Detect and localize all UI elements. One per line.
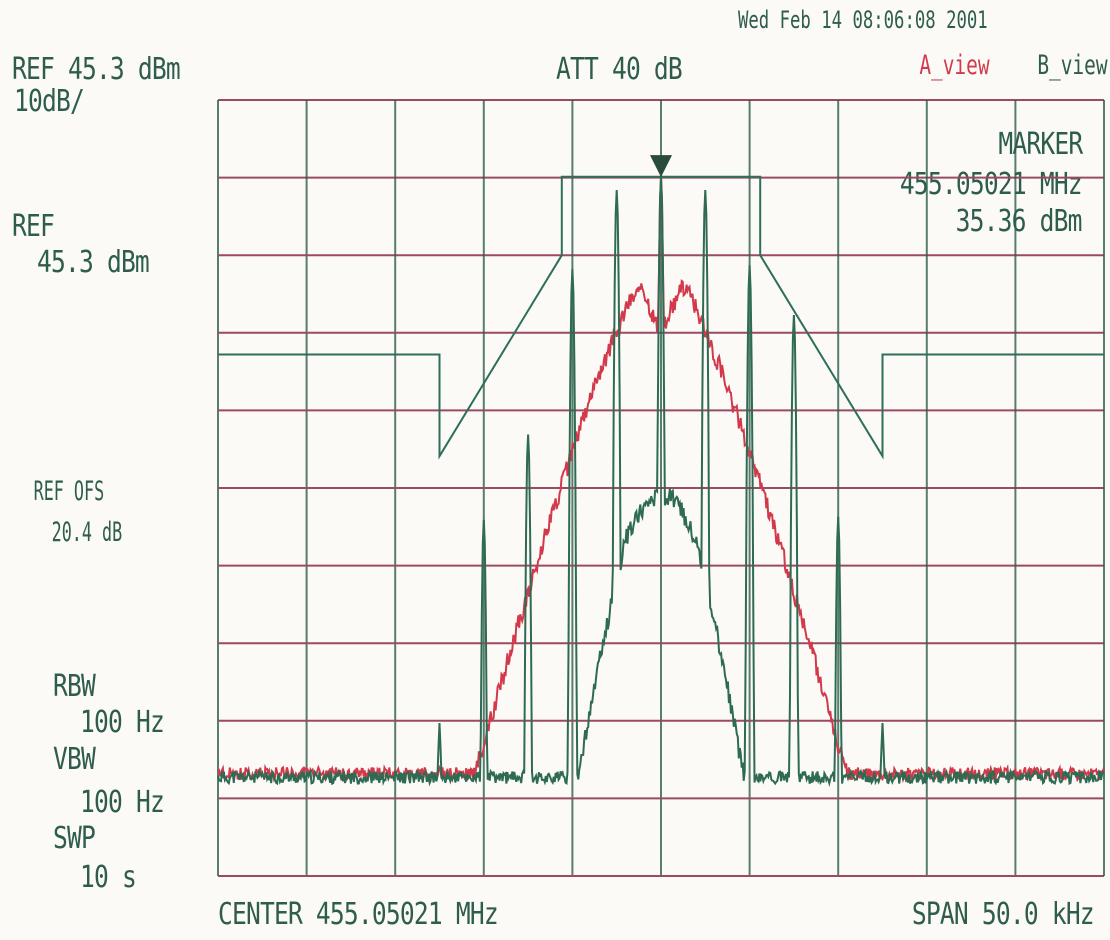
ref-value: 45.3 dBm <box>37 245 150 280</box>
frequency-span: SPAN 50.0 kHz <box>912 897 1095 932</box>
ref-offset-label: REF OFS <box>33 476 105 507</box>
timestamp: Wed Feb 14 08:06:08 2001 <box>738 6 988 34</box>
graticule <box>217 99 1105 877</box>
vbw-label: VBW <box>53 742 96 777</box>
marker-triangle <box>650 155 672 178</box>
view-a-label: A_view <box>919 50 990 81</box>
vertical-scale: 10dB/ <box>14 84 85 119</box>
marker-icon <box>650 155 672 178</box>
ref-level-header: REF 45.3 dBm <box>12 52 181 87</box>
sweep-value: 10 s <box>80 860 137 895</box>
vbw-value: 100 Hz <box>80 785 165 820</box>
ref-offset-value: 20.4 dB <box>51 517 123 548</box>
view-b-label: B_view <box>1037 50 1108 81</box>
sweep-label: SWP <box>53 821 96 856</box>
ref-label: REF <box>12 209 55 244</box>
attenuation: ATT 40 dB <box>556 52 683 87</box>
marker-title: MARKER <box>998 127 1083 162</box>
marker-frequency: 455.05021 MHz <box>900 167 1083 202</box>
rbw-value: 100 Hz <box>80 705 165 740</box>
rbw-label: RBW <box>53 669 96 704</box>
center-frequency: CENTER 455.05021 MHz <box>218 897 499 932</box>
